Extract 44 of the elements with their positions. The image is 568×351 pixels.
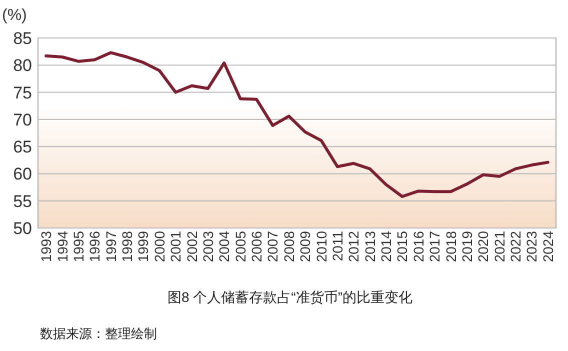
x-tick-label: 1994: [54, 230, 70, 262]
x-tick-label: 1997: [102, 230, 119, 262]
text: 图8 个人储蓄存款占“准货币”的比重变化: [168, 289, 412, 305]
x-tick-label: 1995: [70, 230, 86, 262]
x-tick-label: 1998: [119, 230, 136, 262]
x-tick-label: 2006: [248, 230, 265, 262]
y-tick-label: 60: [13, 164, 32, 184]
x-tick-label: 2022: [508, 230, 524, 262]
x-tick-label: 2003: [200, 230, 216, 262]
y-tick-label: 65: [13, 138, 32, 157]
x-tick-label: 2008: [280, 230, 297, 262]
x-tick-label: 1993: [38, 230, 54, 262]
x-tick-label: 2014: [378, 230, 394, 262]
x-tick-label: 2017: [426, 230, 443, 262]
x-tick-label: 2011: [329, 230, 346, 262]
y-tick-label: 55: [13, 192, 32, 211]
line-series: [44, 51, 550, 198]
x-tick-label: 2002: [184, 230, 200, 262]
x-tick-label: 1999: [135, 230, 152, 262]
y-tick-label: 80: [13, 56, 32, 76]
x-tick-label: 2010: [313, 230, 330, 262]
x-tick-label: 2000: [151, 230, 168, 262]
x-tick-label: 2012: [346, 230, 362, 262]
x-tick-label: 2007: [264, 230, 281, 262]
y-tick-label: 85: [13, 29, 32, 48]
x-tick-label: 2020: [475, 230, 492, 262]
x-tick-label: 2004: [216, 230, 232, 262]
y-tick-label: 50: [13, 219, 32, 238]
x-tick-label: 2013: [362, 230, 378, 262]
x-tick-label: 2009: [297, 230, 314, 262]
x-tick-label: 2019: [458, 230, 475, 262]
x-tick-label: 1996: [86, 230, 103, 262]
x-tick-label: 2001: [168, 230, 184, 262]
y-tick-label: 70: [13, 110, 32, 130]
x-tick-label: 2021: [491, 230, 508, 262]
y-tick-label: 75: [13, 83, 32, 102]
x-tick-label: 2016: [410, 230, 426, 262]
x-tick-label: 2018: [442, 230, 459, 262]
x-tick-label: 2005: [232, 230, 248, 262]
x-tick-label: 2023: [524, 230, 540, 262]
y-axis-title: (%): [2, 7, 27, 24]
x-tick-label: 2015: [394, 230, 410, 262]
x-tick-label: 2024: [540, 230, 556, 262]
source-note: 数据来源：整理绘制: [40, 326, 157, 341]
